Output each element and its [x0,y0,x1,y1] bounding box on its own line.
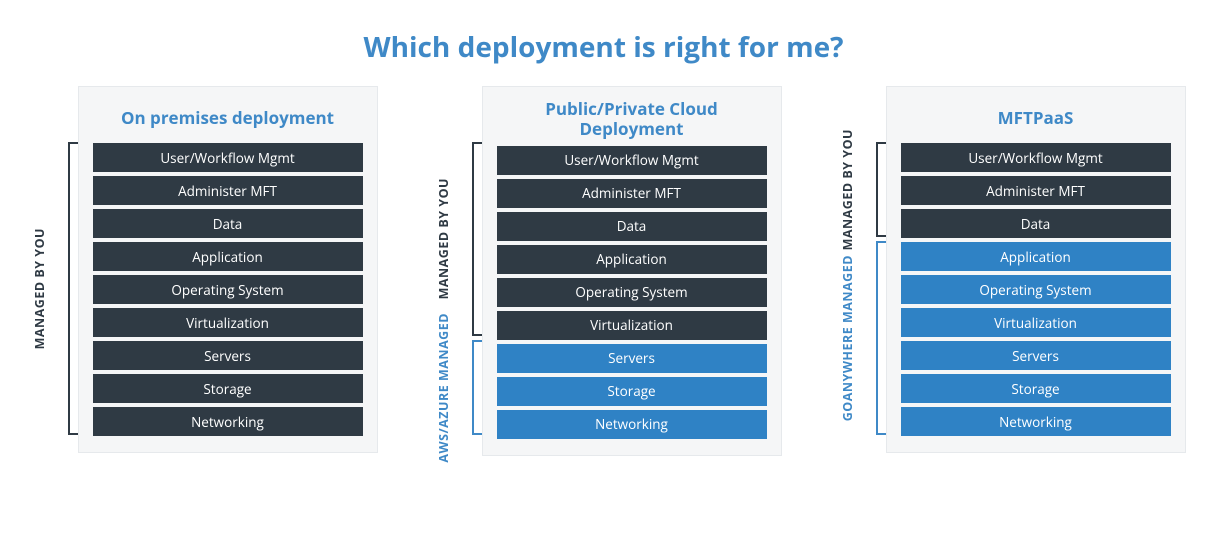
bracket-line [876,142,886,237]
bracket-line [472,340,482,435]
layer-item: User/Workflow Mgmt [93,143,363,172]
columns-container: MANAGED BY YOUOn premises deploymentUser… [0,86,1207,456]
bracket-label-text: AWS/AZURE MANAGED [436,313,451,463]
bracket-label: MANAGED BY YOU [426,142,462,336]
layer-item: Networking [497,410,767,439]
layer-item: Data [497,212,767,241]
layers-stack: User/Workflow Mgmt Administer MFT Data Appl… [93,143,363,436]
bracket-label: AWS/AZURE MANAGED [426,340,462,435]
layers-stack: User/Workflow Mgmt Administer MFT Data Appl… [497,146,767,439]
layer-item: Networking [901,407,1171,436]
card-title: MFTPaaS [901,99,1171,143]
layer-item: User/Workflow Mgmt [901,143,1171,172]
bracket-label: MANAGED BY YOU [22,142,58,435]
layer-item: Operating System [497,278,767,307]
layer-item: Virtualization [93,308,363,337]
layers-stack: User/Workflow Mgmt Administer MFT Data Appl… [901,143,1171,436]
card-title: Public/Private Cloud Deployment [497,99,767,146]
deployment-card: On premises deploymentUser/Workflow Mgmt… [78,86,378,453]
layer-item: Storage [93,374,363,403]
bracket-label: MANAGED BY YOU [830,142,866,237]
column-1: MANAGED BY YOU AWS/AZURE MANAGED Public/Pr… [426,86,782,456]
bracket-line [876,241,886,435]
deployment-card: MFTPaaSUser/Workflow Mgmt Administer MFT D… [886,86,1186,453]
column-0: MANAGED BY YOU On premises deploymentUser… [22,86,378,456]
layer-item: Administer MFT [93,176,363,205]
layer-item: Storage [901,374,1171,403]
bracket-line [472,142,482,336]
brackets-pane: MANAGED BY YOU GOANYWHERE MANAGED [830,86,886,456]
layer-item: Storage [497,377,767,406]
bracket-label-text: GOANYWHERE MANAGED [840,255,855,421]
layer-item: Administer MFT [497,179,767,208]
bracket-line [68,142,78,435]
layer-item: Virtualization [497,311,767,340]
layer-item: Operating System [901,275,1171,304]
layer-item: User/Workflow Mgmt [497,146,767,175]
card-title: On premises deployment [93,99,363,143]
bracket-label-text: MANAGED BY YOU [32,228,47,349]
page-title: Which deployment is right for me? [0,0,1207,86]
layer-item: Administer MFT [901,176,1171,205]
layer-item: Application [497,245,767,274]
layer-item: Servers [497,344,767,373]
layer-item: Virtualization [901,308,1171,337]
bracket-label-text: MANAGED BY YOU [840,129,855,250]
layer-item: Application [901,242,1171,271]
deployment-card: Public/Private Cloud DeploymentUser/Work… [482,86,782,456]
bracket-label: GOANYWHERE MANAGED [830,241,866,435]
layer-item: Servers [901,341,1171,370]
layer-item: Servers [93,341,363,370]
layer-item: Data [901,209,1171,238]
bracket-label-text: MANAGED BY YOU [436,178,451,299]
layer-item: Operating System [93,275,363,304]
brackets-pane: MANAGED BY YOU [22,86,78,456]
layer-item: Data [93,209,363,238]
layer-item: Application [93,242,363,271]
layer-item: Networking [93,407,363,436]
brackets-pane: MANAGED BY YOU AWS/AZURE MANAGED [426,86,482,456]
column-2: MANAGED BY YOU GOANYWHERE MANAGED MFTPaaSU… [830,86,1186,456]
